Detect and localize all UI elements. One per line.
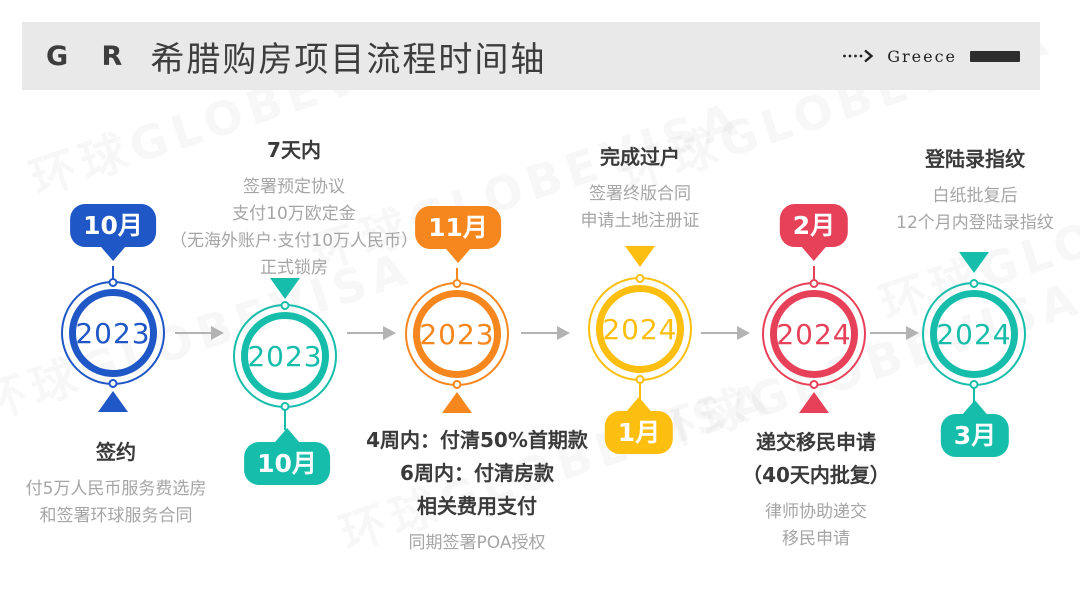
year-label: 2024 bbox=[936, 317, 1012, 351]
badge-connector-line bbox=[112, 266, 114, 280]
flow-arrow bbox=[521, 326, 570, 340]
header-right-group: Greece bbox=[842, 22, 1020, 90]
ring-dot-top bbox=[809, 279, 819, 288]
node-detail-line: 白纸批复后 bbox=[932, 186, 1018, 206]
year-ring: 2023 bbox=[405, 279, 509, 389]
pointer-triangle-icon bbox=[959, 252, 989, 273]
node-title-line: 相关费用支付 bbox=[417, 494, 537, 518]
node-detail-line: 付5万人民币服务费选房 bbox=[25, 479, 207, 499]
node-details: 付5万人民币服务费选房 和签署环球服务合同 bbox=[0, 476, 241, 530]
node-text: 7天内 签署预定协议 支付10万欧定金 （无海外账户·支付10万人民币） 正式锁… bbox=[154, 134, 434, 282]
year-ring-inner bbox=[241, 312, 329, 400]
year-ring: 2024 bbox=[922, 279, 1026, 389]
flow-arrow bbox=[870, 326, 919, 340]
node-title-line: 7天内 bbox=[267, 138, 321, 162]
pointer-triangle-icon bbox=[270, 278, 300, 299]
node-details: 白纸批复后 12个月内登陆录指纹 bbox=[865, 183, 1080, 237]
node-title-line: 签约 bbox=[96, 440, 136, 464]
country-label: Greece bbox=[887, 46, 957, 66]
node-title-line: 6周内：付清房款 bbox=[400, 461, 554, 485]
node-text: 签约 付5万人民币服务费选房 和签署环球服务合同 bbox=[0, 436, 241, 530]
node-title-line: （40天内批复） bbox=[742, 463, 890, 487]
year-ring-inner bbox=[413, 290, 501, 378]
node-details: 签署终版合同 申请土地注册证 bbox=[515, 181, 765, 235]
node-detail-line: （无海外账户·支付10万人民币） bbox=[169, 231, 419, 251]
pointer-triangle-icon bbox=[98, 391, 128, 412]
year-ring-inner bbox=[69, 289, 157, 377]
month-badge: 10月 bbox=[70, 204, 156, 248]
month-badge: 10月 bbox=[244, 442, 330, 486]
dashed-arrow-icon bbox=[843, 49, 874, 63]
node-detail-line: 申请土地注册证 bbox=[580, 211, 700, 231]
badge-connector-line bbox=[284, 410, 286, 430]
year-label: 2024 bbox=[776, 317, 852, 351]
badge-connector-line bbox=[973, 388, 975, 406]
year-label: 2023 bbox=[75, 316, 151, 350]
header-bar: G R 希腊购房项目流程时间轴 Greece bbox=[22, 22, 1040, 90]
node-text: 完成过户 签署终版合同 申请土地注册证 bbox=[515, 141, 765, 235]
badge-connector-line bbox=[456, 268, 458, 280]
node-title-line: 递交移民申请 bbox=[756, 430, 876, 454]
flow-arrow bbox=[347, 326, 396, 340]
node-detail-line: 签署预定协议 bbox=[243, 177, 345, 197]
year-label: 2024 bbox=[602, 312, 678, 346]
badge-connector-line bbox=[639, 383, 641, 403]
pointer-triangle-icon bbox=[625, 246, 655, 267]
node-text: 递交移民申请 （40天内批复） 律师协助递交 移民申请 bbox=[686, 426, 946, 553]
node-detail-line: 正式锁房 bbox=[260, 258, 328, 278]
year-label: 2023 bbox=[247, 339, 323, 373]
node-detail-line: 签署终版合同 bbox=[589, 184, 691, 204]
node-details: 签署预定协议 支付10万欧定金 （无海外账户·支付10万人民币） 正式锁房 bbox=[154, 174, 434, 282]
node-details: 律师协助递交 移民申请 bbox=[686, 499, 946, 553]
node-detail-line: 同期签署POA授权 bbox=[408, 533, 546, 553]
ring-dot-bottom bbox=[809, 380, 819, 389]
pointer-triangle-icon bbox=[799, 392, 829, 413]
node-detail-line: 移民申请 bbox=[782, 529, 850, 549]
year-ring-inner bbox=[596, 285, 684, 373]
ring-dot-top bbox=[969, 279, 979, 288]
month-label: 11月 bbox=[428, 213, 488, 242]
header-title-group: G R 希腊购房项目流程时间轴 bbox=[46, 22, 546, 90]
node-details: 同期签署POA授权 bbox=[322, 530, 632, 557]
year-ring: 2024 bbox=[588, 274, 692, 384]
node-title-line: 4周内：付清50%首期款 bbox=[366, 428, 588, 452]
node-text: 4周内：付清50%首期款 6周内：付清房款 相关费用支付 同期签署POA授权 bbox=[322, 424, 632, 557]
ring-dot-top bbox=[635, 274, 645, 283]
month-badge: 1月 bbox=[604, 411, 674, 455]
node-title-line: 登陆录指纹 bbox=[925, 147, 1025, 171]
node-detail-line: 律师协助递交 bbox=[765, 502, 867, 522]
node-detail-line: 12个月内登陆录指纹 bbox=[896, 213, 1054, 233]
accent-bar bbox=[970, 50, 1020, 62]
ring-dot-bottom bbox=[108, 379, 118, 388]
node-detail-line: 支付10万欧定金 bbox=[232, 204, 356, 224]
year-ring: 2023 bbox=[61, 278, 165, 388]
title-prefix: G R bbox=[46, 40, 135, 72]
year-ring: 2023 bbox=[233, 301, 337, 411]
month-label: 1月 bbox=[617, 418, 661, 447]
year-label: 2023 bbox=[419, 317, 495, 351]
month-label: 3月 bbox=[953, 421, 997, 450]
year-ring-inner bbox=[930, 290, 1018, 378]
month-badge: 11月 bbox=[415, 206, 501, 250]
year-ring: 2024 bbox=[762, 279, 866, 389]
page-title: 希腊购房项目流程时间轴 bbox=[150, 39, 547, 80]
month-label: 2月 bbox=[792, 211, 836, 240]
ring-dot-top bbox=[452, 279, 462, 288]
month-label: 10月 bbox=[257, 449, 317, 478]
year-ring-inner bbox=[770, 290, 858, 378]
node-text: 登陆录指纹 白纸批复后 12个月内登陆录指纹 bbox=[865, 143, 1080, 237]
ring-dot-top bbox=[280, 301, 290, 310]
flow-arrow bbox=[175, 326, 224, 340]
node-detail-line: 和签署环球服务合同 bbox=[39, 506, 193, 526]
node-title-line: 完成过户 bbox=[600, 145, 680, 169]
month-badge: 3月 bbox=[940, 414, 1010, 458]
badge-connector-line bbox=[813, 266, 815, 280]
flow-arrow bbox=[701, 326, 750, 340]
ring-dot-bottom bbox=[452, 380, 462, 389]
ring-dot-top bbox=[108, 278, 118, 287]
pointer-triangle-icon bbox=[442, 392, 472, 413]
month-label: 10月 bbox=[83, 211, 143, 240]
month-badge: 2月 bbox=[779, 204, 849, 248]
